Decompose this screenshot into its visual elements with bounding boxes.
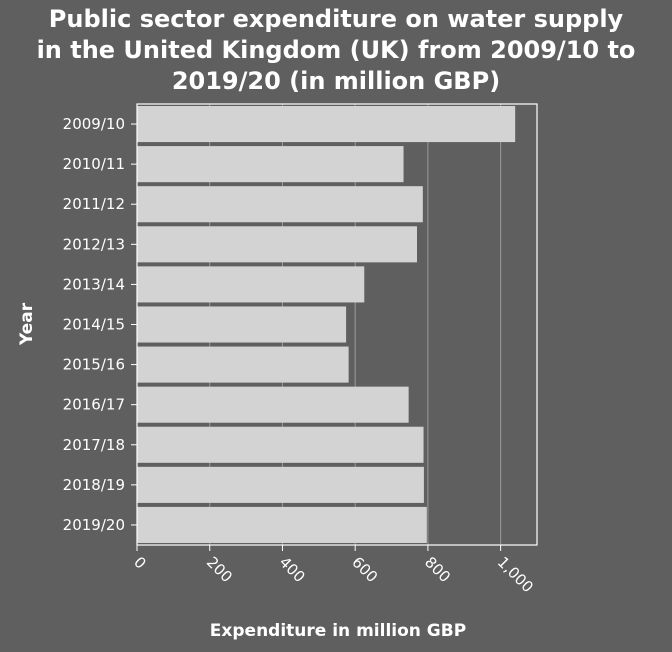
bar [137,346,349,383]
y-tick-label: 2010/11 [63,155,125,173]
y-tick-label: 2016/17 [63,396,125,414]
bar [137,226,417,263]
x-axis-title: Expenditure in million GBP [210,621,466,641]
x-tick-label: 200 [203,553,236,586]
bar [137,386,409,423]
bar [137,306,347,343]
y-tick-label: 2013/14 [63,275,125,293]
bar [137,426,424,463]
chart-title: Public sector expenditure on water suppl… [0,4,672,97]
bar [137,106,516,143]
chart-title-line: in the United Kingdom (UK) from 2009/10 … [36,36,636,64]
x-tick-label: 600 [348,553,381,586]
y-tick-label: 2009/10 [63,115,125,133]
bar [137,186,423,223]
bar [137,146,404,183]
y-tick-label: 2015/16 [63,356,125,374]
chart-title-line: Public sector expenditure on water suppl… [48,5,624,33]
x-tick-label: 1,000 [494,553,537,596]
x-tick-label: 400 [276,553,309,586]
x-tick-label: 800 [421,553,454,586]
bar [137,506,427,543]
bar [137,266,365,303]
y-tick-label: 2019/20 [63,516,125,534]
y-tick-label: 2014/15 [63,316,125,334]
y-tick-label: 2011/12 [63,195,125,213]
x-tick-label: 0 [130,553,149,572]
bar [137,466,424,503]
chart-title-line: 2019/20 (in million GBP) [171,67,501,95]
y-axis-title: Year [17,302,37,346]
y-tick-label: 2017/18 [63,436,125,454]
y-tick-label: 2012/13 [63,235,125,253]
y-tick-label: 2018/19 [63,476,125,494]
